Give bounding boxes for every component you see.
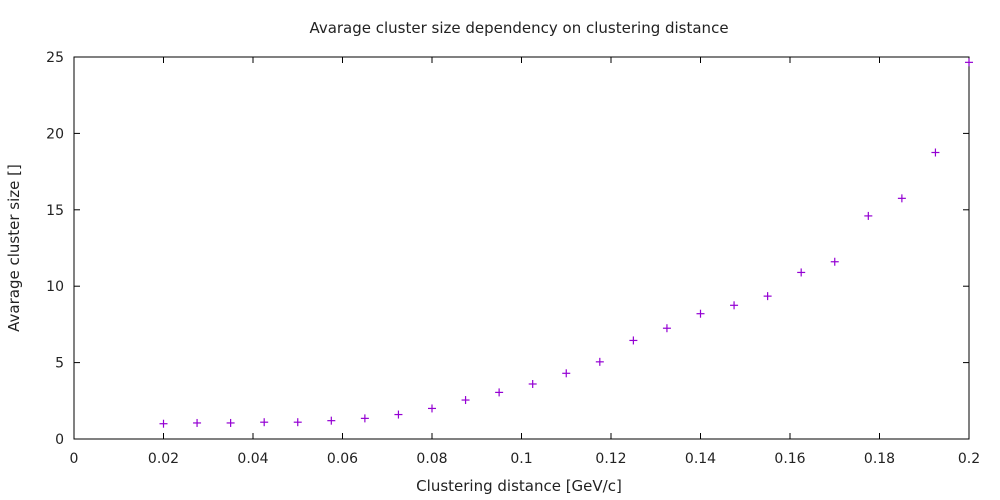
x-tick-label: 0.08 xyxy=(416,451,447,467)
data-points xyxy=(159,58,973,428)
data-point xyxy=(864,211,873,220)
data-point xyxy=(394,410,403,419)
data-point xyxy=(293,418,302,427)
y-tick-label: 25 xyxy=(46,50,64,66)
y-axis: 0 5 10 15 20 25 xyxy=(46,50,969,448)
data-point xyxy=(696,309,705,318)
y-tick-label: 5 xyxy=(55,356,64,372)
x-tick-label: 0 xyxy=(70,451,79,467)
x-tick-label: 0.18 xyxy=(864,451,895,467)
x-tick-label: 0.1 xyxy=(510,451,532,467)
data-point xyxy=(495,388,504,397)
y-tick-label: 15 xyxy=(46,203,64,219)
data-point xyxy=(159,419,168,428)
x-tick-label: 0.12 xyxy=(595,451,626,467)
x-tick-label: 0.06 xyxy=(327,451,358,467)
x-tick-label: 0.2 xyxy=(958,451,980,467)
data-point xyxy=(931,148,940,157)
chart-title: Avarage cluster size dependency on clust… xyxy=(309,19,728,37)
data-point xyxy=(965,58,973,67)
data-point xyxy=(730,301,739,310)
data-point xyxy=(595,357,604,366)
data-point xyxy=(662,324,671,333)
data-point xyxy=(428,404,436,413)
y-tick-label: 20 xyxy=(46,126,64,142)
y-tick-label: 10 xyxy=(46,279,64,295)
data-point xyxy=(897,194,906,203)
data-point xyxy=(260,418,269,427)
x-tick-label: 0.16 xyxy=(774,451,805,467)
data-point xyxy=(830,257,839,266)
data-point xyxy=(360,414,369,423)
data-point xyxy=(327,416,336,425)
x-tick-label: 0.14 xyxy=(685,451,716,467)
x-axis-label: Clustering distance [GeV/c] xyxy=(416,477,622,495)
data-point xyxy=(461,396,470,405)
data-point xyxy=(562,369,571,378)
data-point xyxy=(226,418,235,427)
y-tick-label: 0 xyxy=(55,432,64,448)
x-axis: 0 0.02 0.04 0.06 0.08 0.1 0.12 0.14 0.16 0.18 0.2 xyxy=(70,57,980,467)
x-tick-label: 0.02 xyxy=(148,451,179,467)
x-tick-label: 0.04 xyxy=(237,451,268,467)
data-point xyxy=(629,336,638,345)
data-point xyxy=(528,379,537,388)
y-axis-label: Avarage cluster size [] xyxy=(5,164,23,332)
data-point xyxy=(193,418,202,427)
plot-frame xyxy=(73,56,970,440)
data-point xyxy=(763,292,772,301)
data-point xyxy=(797,268,806,277)
